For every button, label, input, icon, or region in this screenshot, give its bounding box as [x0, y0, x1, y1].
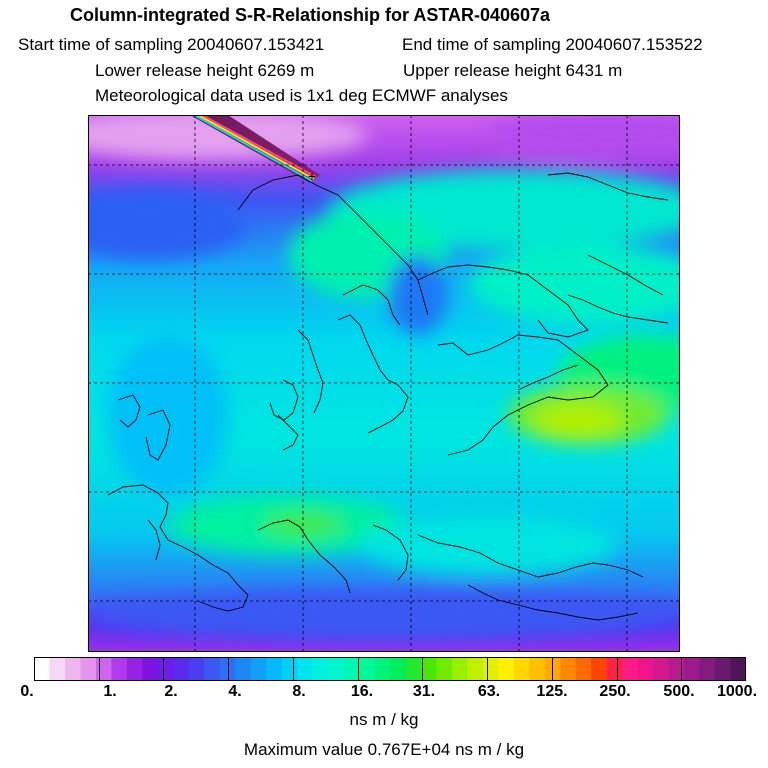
meteorological-data-label: Meteorological data used is 1x1 deg ECMW… — [95, 86, 508, 105]
color-bar-cell — [482, 657, 499, 681]
color-bar-cell — [653, 657, 670, 681]
color-bar — [34, 657, 746, 681]
color-bar-tick: 4. — [228, 683, 242, 700]
color-bar-cell — [126, 657, 143, 681]
color-bar-tick: 16. — [350, 683, 374, 700]
color-bar-cell — [668, 657, 685, 681]
upper-release-height-label: Upper release height 6431 m — [403, 61, 623, 80]
color-bar-cell — [266, 657, 283, 681]
color-bar-cell — [235, 657, 252, 681]
lower-release-height-label: Lower release height 6269 m — [95, 61, 315, 80]
color-bar-frame — [34, 657, 746, 681]
color-bar-cell — [312, 657, 329, 681]
color-bar-tick: 1. — [103, 683, 117, 700]
color-bar-cell — [451, 657, 468, 681]
color-bar-cells — [34, 657, 746, 681]
color-bar-cell — [513, 657, 530, 681]
color-bar-cell — [173, 657, 190, 681]
gridlines — [88, 115, 680, 652]
color-bar-cell — [699, 657, 716, 681]
color-bar-tick: 250. — [599, 683, 631, 700]
color-bar-cell — [34, 657, 51, 681]
color-bar-tick: 63. — [477, 683, 501, 700]
color-bar-tick: 125. — [536, 683, 568, 700]
color-bar-cell — [498, 657, 515, 681]
color-bar-cell — [560, 657, 577, 681]
color-bar-cell — [730, 657, 746, 681]
start-time-label: Start time of sampling 20040607.153421 — [18, 35, 325, 54]
color-bar-cell — [374, 657, 391, 681]
maximum-value-label: Maximum value 0.767E+04 ns m / kg — [243, 740, 525, 759]
color-bar-tick: 2. — [164, 683, 178, 700]
end-time-label: End time of sampling 20040607.153522 — [402, 35, 703, 54]
color-bar-cell — [467, 657, 484, 681]
color-bar-cell — [606, 657, 623, 681]
plot-title: Column-integrated S-R-Relationship for A… — [70, 5, 551, 25]
color-bar-cell — [328, 657, 345, 681]
color-bar-cell — [684, 657, 701, 681]
color-bar-cell — [219, 657, 236, 681]
color-bar-cell — [250, 657, 267, 681]
color-bar-cell — [64, 657, 82, 681]
color-bar-tick: 0. — [20, 683, 34, 700]
color-bar-cell — [420, 657, 438, 681]
sampling-point-marker: + — [308, 168, 316, 184]
color-bar-cell — [80, 657, 97, 681]
color-bar-cell — [715, 657, 732, 681]
color-bar-tick: 31. — [412, 683, 436, 700]
color-bar-cell — [157, 657, 174, 681]
color-bar-tick: 8. — [292, 683, 306, 700]
color-bar-cell — [343, 657, 360, 681]
color-bar-cell — [622, 657, 639, 681]
color-bar-units: ns m / kg — [349, 710, 419, 729]
color-bar-cell — [204, 657, 221, 681]
color-bar-cell — [297, 657, 314, 681]
color-bar-cell — [591, 657, 608, 681]
color-bar-cell — [436, 657, 453, 681]
field-patches — [88, 115, 680, 640]
color-bar-cell — [390, 657, 407, 681]
color-bar-cell — [359, 657, 376, 681]
color-bar-cell — [49, 657, 66, 681]
color-bar-cell — [405, 657, 422, 681]
sensitivity-map: + — [88, 115, 680, 652]
coastlines — [107, 172, 669, 621]
color-bar-cell — [188, 657, 205, 681]
color-bar-cell — [575, 657, 592, 681]
map-frame — [88, 115, 680, 652]
color-bar-cell — [111, 657, 128, 681]
color-bar-cell — [529, 657, 546, 681]
color-bar-cell — [142, 657, 159, 681]
color-bar-tick: 500. — [663, 683, 695, 700]
color-bar-tick: 1000. — [716, 683, 758, 700]
color-bar-cell — [637, 657, 654, 681]
